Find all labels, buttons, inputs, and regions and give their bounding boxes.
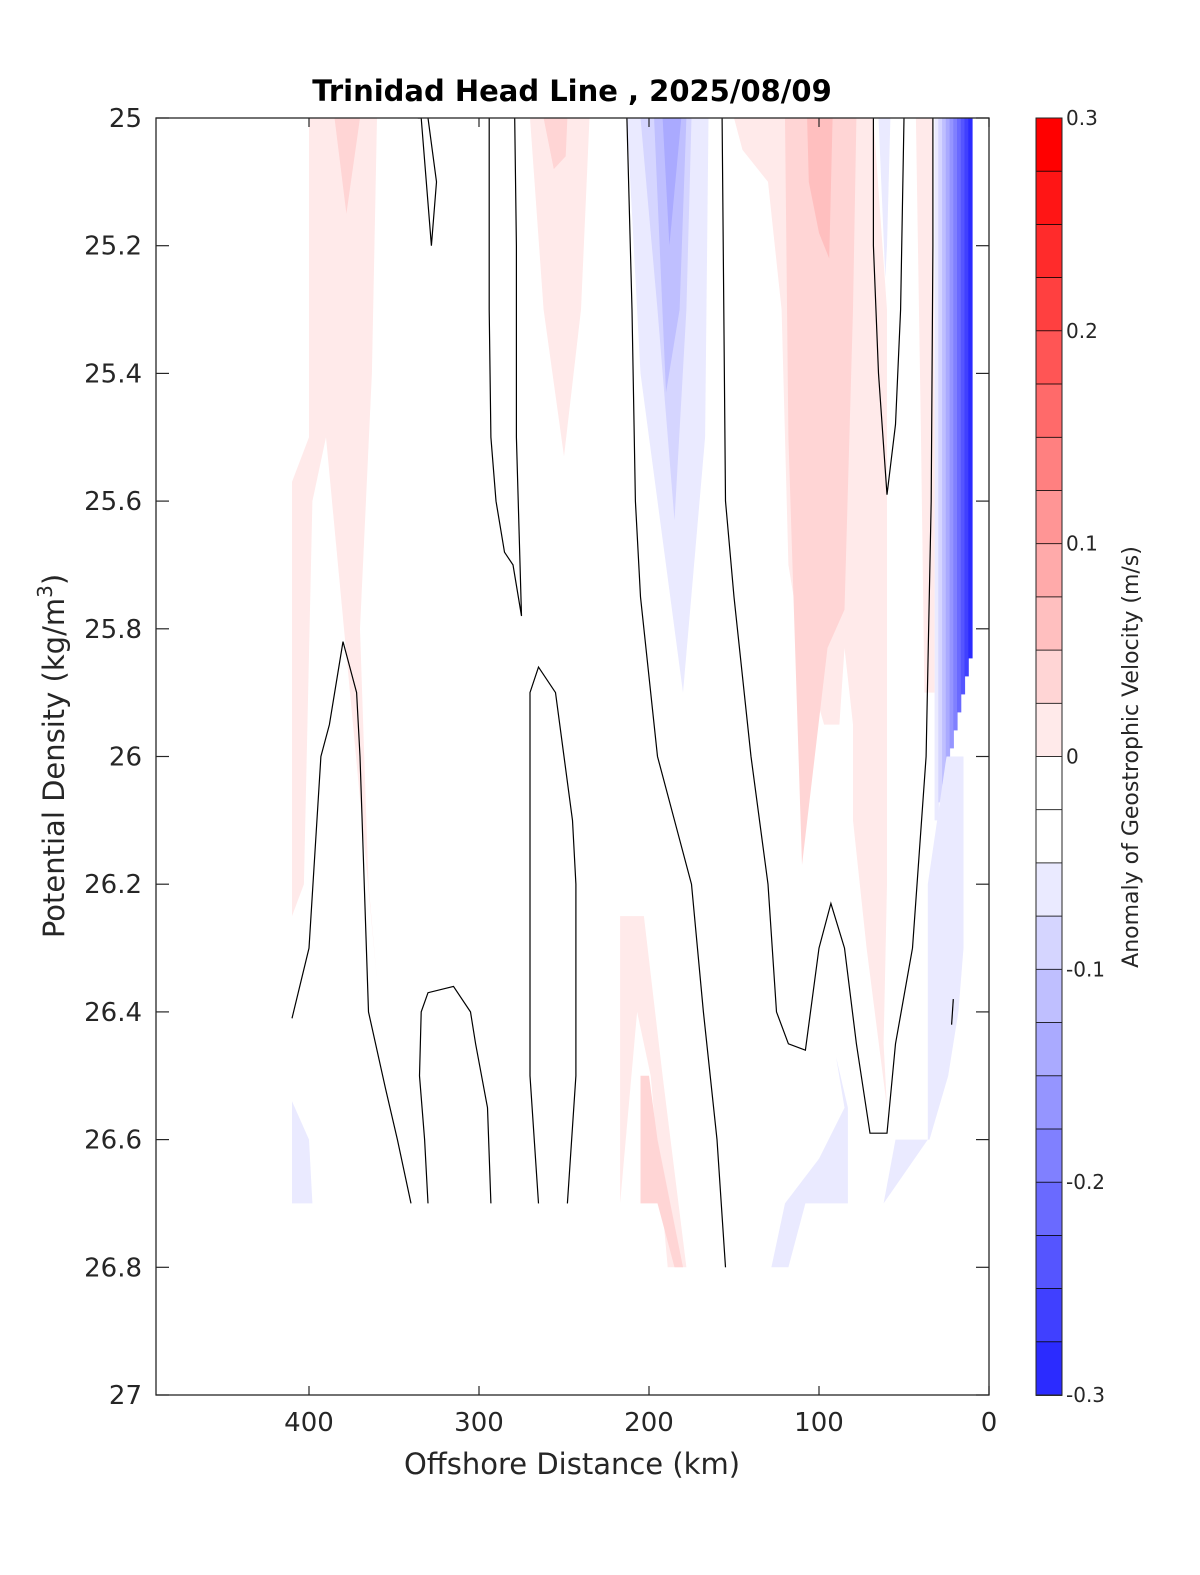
coastal-jet-band xyxy=(953,118,958,731)
colorbar-band xyxy=(1035,1288,1063,1343)
colorbar-tick-label: -0.2 xyxy=(1066,1170,1105,1194)
zero-contour-line xyxy=(417,118,438,246)
coastal-jet-band xyxy=(964,118,969,677)
colorbar-band xyxy=(1035,490,1063,545)
colorbar-band xyxy=(1035,1181,1063,1237)
zero-contour-line xyxy=(418,985,492,1204)
plot-area xyxy=(156,118,989,1395)
y-axis-label-close: ) xyxy=(37,574,71,585)
x-tick-label: 0 xyxy=(981,1408,998,1438)
chart-title: Trinidad Head Line , 2025/08/09 xyxy=(312,74,832,108)
colorbar-band xyxy=(1035,117,1063,173)
filled-contour-region xyxy=(543,118,568,170)
colorbar-band xyxy=(1035,223,1063,279)
x-axis: 400 300 200 100 0 xyxy=(284,118,997,1438)
colorbar-ticks: 0.3 0.2 0.1 0 -0.1 -0.2 -0.3 xyxy=(1066,106,1105,1407)
x-axis-label: Offshore Distance (km) xyxy=(404,1447,740,1481)
colorbar-band xyxy=(1035,277,1063,332)
filled-contour-region xyxy=(292,1101,313,1204)
y-axis-label: Potential Density (kg/m3) xyxy=(33,574,71,938)
filled-contour-region xyxy=(807,118,833,259)
y-tick-label: 26 xyxy=(109,743,142,773)
colorbar-band xyxy=(1035,596,1063,652)
zero-contour-line xyxy=(626,118,727,1268)
y-tick-label: 27 xyxy=(109,1381,142,1411)
coastal-jet-band xyxy=(945,118,951,767)
colorbar-band xyxy=(1035,649,1063,705)
colorbar-band xyxy=(1035,543,1063,598)
colorbar-band xyxy=(1035,1235,1063,1290)
y-tick-label: 26.2 xyxy=(84,870,142,900)
filled-contour-region xyxy=(334,118,360,214)
y-tick-label: 26.4 xyxy=(84,998,142,1028)
colorbar-frame xyxy=(1035,117,1063,1396)
colorbar-band xyxy=(1035,968,1063,1024)
zero-contour-line xyxy=(488,118,523,617)
filled-contour-region xyxy=(640,1075,683,1268)
filled-contour-region xyxy=(620,916,687,1268)
x-tick-label: 100 xyxy=(794,1408,844,1438)
coastal-jet-band xyxy=(934,118,939,821)
colorbar-band xyxy=(1035,170,1063,226)
y-tick-label: 25.6 xyxy=(84,487,142,517)
zero-contour-line xyxy=(951,999,954,1025)
coastal-jet-band xyxy=(949,118,954,749)
coastal-jet-band xyxy=(957,118,962,713)
colorbar-band xyxy=(1035,915,1063,971)
zero-contour-lines xyxy=(291,118,954,1268)
y-tick-label: 25.8 xyxy=(84,615,142,645)
colorbar-band xyxy=(1035,756,1063,811)
colorbar-tick-label: 0.3 xyxy=(1066,106,1098,130)
filled-contour-region xyxy=(292,118,377,980)
colorbar-band xyxy=(1035,1128,1063,1184)
filled-contour-region xyxy=(883,756,964,1204)
y-axis-label-superscript: 3 xyxy=(33,585,57,598)
colorbar-band xyxy=(1035,862,1063,918)
x-tick-label: 400 xyxy=(284,1408,334,1438)
colorbar xyxy=(1035,117,1063,1396)
coastal-jet-layer xyxy=(934,118,973,821)
filled-contour-region xyxy=(530,118,590,457)
coastal-jet-band xyxy=(960,118,966,695)
coastal-jet-band xyxy=(942,118,947,785)
colorbar-band xyxy=(1035,1075,1063,1130)
y-tick-label: 25.2 xyxy=(84,232,142,262)
y-tick-label: 25.4 xyxy=(84,359,142,389)
filled-contours xyxy=(292,118,964,1268)
y-axis-label-main: Potential Density (kg/m xyxy=(37,598,71,938)
y-tick-label: 25 xyxy=(109,104,142,134)
zero-contour-line xyxy=(529,665,577,1204)
colorbar-band xyxy=(1035,702,1063,758)
y-axis: 25 25.2 25.4 25.6 25.8 26 26.2 26.4 26.6 26.8 27 xyxy=(84,104,989,1411)
colorbar-tick-label: -0.3 xyxy=(1066,1383,1105,1407)
colorbar-band xyxy=(1035,1341,1063,1396)
filled-contour-region xyxy=(771,1056,848,1268)
colorbar-tick-label: 0 xyxy=(1066,745,1079,769)
colorbar-band xyxy=(1035,330,1063,385)
zero-contour-line xyxy=(291,641,412,1204)
coastal-jet-band xyxy=(968,118,973,659)
y-tick-label: 26.8 xyxy=(84,1253,142,1283)
zero-contour-line xyxy=(872,118,905,495)
x-tick-label: 300 xyxy=(454,1408,504,1438)
colorbar-tick-label: 0.2 xyxy=(1066,319,1098,343)
filled-contour-region xyxy=(662,118,682,246)
colorbar-label: Anomaly of Geostrophic Velocity (m/s) xyxy=(1119,546,1144,968)
x-tick-label: 200 xyxy=(624,1408,674,1438)
colorbar-tick-label: -0.1 xyxy=(1066,957,1105,981)
y-tick-label: 26.6 xyxy=(84,1126,142,1156)
coastal-jet-band xyxy=(938,118,943,803)
colorbar-band xyxy=(1035,809,1063,864)
filled-contour-region xyxy=(785,118,857,865)
filled-contour-region xyxy=(878,118,891,278)
colorbar-tick-label: 0.1 xyxy=(1066,532,1098,556)
colorbar-band xyxy=(1035,1022,1063,1077)
zero-contour-line xyxy=(721,118,934,1134)
colorbar-band xyxy=(1035,383,1063,439)
filled-contour-region xyxy=(654,118,687,393)
colorbar-band xyxy=(1035,436,1063,492)
